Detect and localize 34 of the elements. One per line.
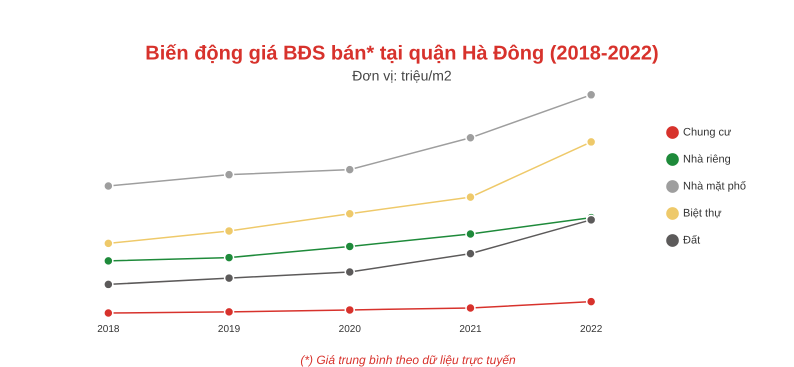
point (103, 279, 114, 290)
legend-label: Nhà mặt phố (683, 180, 746, 193)
point (103, 180, 114, 192)
legend-label: Đất (683, 234, 700, 247)
point (344, 304, 356, 316)
legend-label: Nhà riêng (683, 154, 731, 166)
chart-title: Biến động giá BĐS bán* tại quận Hà Đông (2018-2022) (145, 42, 659, 65)
point (344, 241, 356, 252)
x-tick-label: 2020 (338, 324, 362, 335)
point (586, 136, 596, 148)
point (586, 214, 596, 226)
x-tick-label: 2022 (580, 324, 603, 335)
point (224, 226, 234, 236)
x-tick-label: 2019 (218, 324, 241, 335)
point (465, 192, 476, 202)
point (224, 272, 234, 284)
point (344, 266, 356, 278)
x-tick-label: 2021 (459, 324, 482, 335)
point (103, 256, 114, 266)
point (586, 296, 596, 307)
point (224, 252, 234, 263)
point (465, 228, 476, 240)
point (103, 238, 114, 249)
point (465, 302, 476, 314)
point (103, 308, 114, 318)
text: (*) Giá trung bình theo dữ liệu trực tuyến (300, 353, 516, 367)
legend-label: Chung cư (683, 126, 732, 139)
point (344, 164, 356, 175)
x-tick-label: 2018 (97, 324, 120, 335)
point (224, 169, 234, 180)
point (224, 306, 234, 318)
point (465, 248, 476, 259)
legend-label: Biệt thự (683, 208, 722, 220)
chart-subtitle: Đơn vị: triệu/m2 (352, 67, 452, 84)
